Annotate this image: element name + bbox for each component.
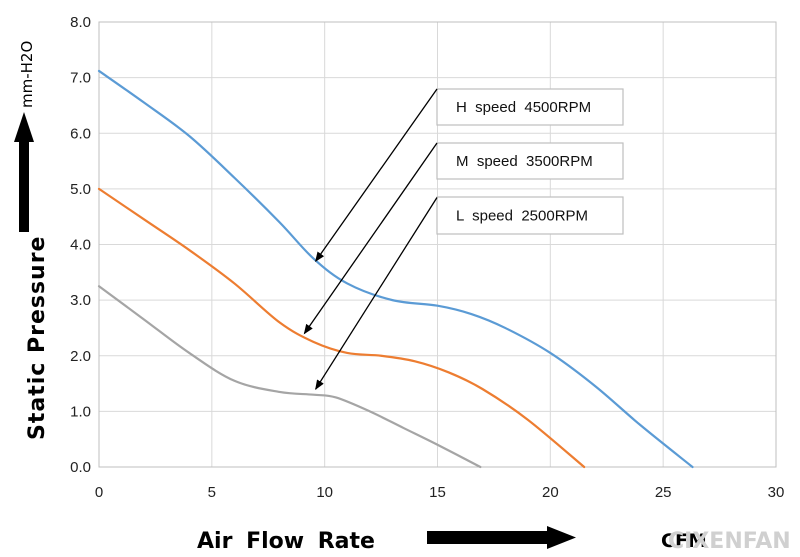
x-axis-arrow-head: [547, 526, 576, 549]
x-axis-title: Air Flow Rate: [197, 529, 375, 554]
watermark-logo: CIXENFAN: [668, 529, 791, 554]
legend-box-m-speed: [436, 142, 624, 180]
y-axis-title: Static Pressure: [25, 236, 50, 440]
x-tick-label: 15: [429, 484, 446, 501]
legend-box-h-speed: [436, 88, 624, 126]
x-tick-label: 5: [208, 484, 216, 501]
x-tick-label: 25: [655, 484, 672, 501]
y-tick-label: 8.0: [70, 14, 91, 31]
y-tick-label: 3.0: [70, 292, 91, 309]
y-tick-labels: 0.0 1.0 2.0 3.0 4.0 5.0 6.0 7.0 8.0: [70, 14, 91, 476]
y-tick-label: 5.0: [70, 181, 91, 198]
callout-arrow-h-speed: [315, 88, 438, 263]
x-tick-label: 10: [316, 484, 333, 501]
series-line-h-speed: [97, 69, 694, 469]
legend-label-l-speed: L speed 2500RPM: [456, 208, 588, 225]
y-tick-label: 7.0: [70, 70, 91, 87]
legend-label-h-speed: H speed 4500RPM: [456, 99, 591, 116]
y-axis-unit: mm-H2O: [18, 41, 36, 108]
y-tick-label: 4.0: [70, 237, 91, 254]
x-tick-label: 30: [768, 484, 785, 501]
y-tick-label: 0.0: [70, 459, 91, 476]
x-tick-labels: 0 5 10 15 20 25 30: [95, 484, 785, 501]
y-axis-arrow-bar: [19, 140, 29, 232]
x-axis-arrow-bar: [427, 531, 549, 544]
series-line-l-speed: [97, 285, 482, 469]
plot-border: [98, 21, 777, 468]
y-tick-label: 1.0: [70, 403, 91, 420]
x-tick-label: 20: [542, 484, 559, 501]
x-axis-unit: CFM: [661, 530, 707, 552]
legend-label-m-speed: M speed 3500RPM: [456, 153, 593, 170]
y-tick-label: 2.0: [70, 348, 91, 365]
legend-box-l-speed: [436, 196, 624, 235]
y-axis-arrow-head: [14, 112, 34, 142]
series-line-m-speed: [97, 187, 586, 469]
callout-arrow-m-speed: [303, 142, 438, 335]
series-lines: [97, 69, 694, 469]
grid: [98, 21, 777, 468]
x-tick-label: 0: [95, 484, 103, 501]
annotations: H speed 4500RPM M speed 3500RPM L speed 25…: [303, 88, 624, 390]
callout-arrow-l-speed: [315, 197, 438, 390]
y-tick-label: 6.0: [70, 125, 91, 142]
